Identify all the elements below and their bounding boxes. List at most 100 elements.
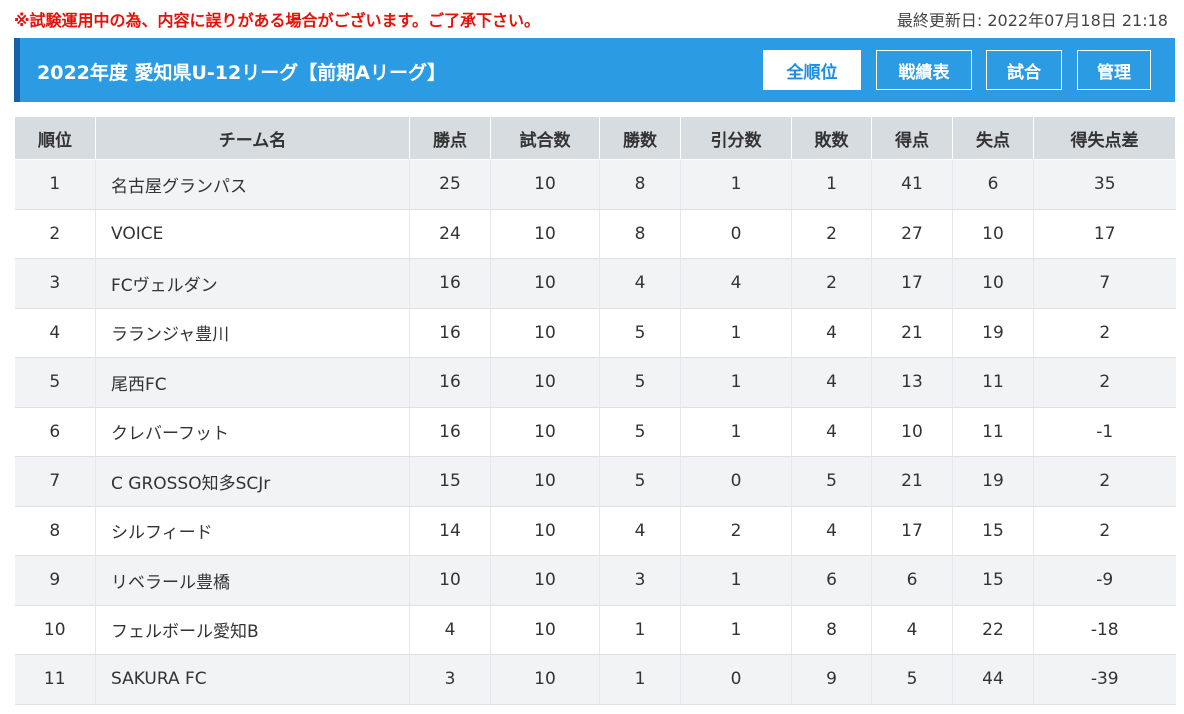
cell-points: 24 bbox=[409, 209, 491, 259]
cell-goal-difference: 17 bbox=[1033, 209, 1176, 259]
cell-played: 10 bbox=[490, 407, 600, 457]
cell-points: 16 bbox=[409, 258, 491, 309]
cell-draws: 1 bbox=[680, 407, 792, 457]
table-row: 2 VOICE 24 10 8 0 2 27 10 17 bbox=[14, 209, 1176, 259]
cell-team[interactable]: シルフィード bbox=[95, 506, 410, 556]
cell-goal-difference: 7 bbox=[1033, 258, 1176, 309]
cell-rank: 9 bbox=[14, 555, 96, 606]
cell-wins: 4 bbox=[599, 506, 681, 556]
nav-ranking-button[interactable]: 全順位 bbox=[763, 50, 861, 90]
cell-goals-against: 19 bbox=[952, 456, 1034, 507]
table-row: 10 フェルボール愛知B 4 10 1 1 8 4 22 -18 bbox=[14, 605, 1176, 655]
cell-rank: 4 bbox=[14, 308, 96, 358]
cell-points: 16 bbox=[409, 407, 491, 457]
cell-goal-difference: 2 bbox=[1033, 456, 1176, 507]
cell-points: 16 bbox=[409, 357, 491, 408]
cell-goals-against: 10 bbox=[952, 258, 1034, 309]
cell-goals-for: 5 bbox=[871, 654, 953, 705]
cell-team[interactable]: クレバーフット bbox=[95, 407, 410, 457]
nav-results-button[interactable]: 戦績表 bbox=[876, 50, 972, 90]
cell-wins: 8 bbox=[599, 209, 681, 259]
cell-goal-difference: 2 bbox=[1033, 506, 1176, 556]
cell-points: 16 bbox=[409, 308, 491, 358]
cell-team[interactable]: 名古屋グランパス bbox=[95, 159, 410, 210]
cell-goals-against: 11 bbox=[952, 357, 1034, 408]
header-wins: 勝数 bbox=[599, 116, 681, 160]
table-row: 6 クレバーフット 16 10 5 1 4 10 11 -1 bbox=[14, 407, 1176, 457]
cell-goals-against: 19 bbox=[952, 308, 1034, 358]
table-row: 4 ラランジャ豊川 16 10 5 1 4 21 19 2 bbox=[14, 308, 1176, 358]
cell-played: 10 bbox=[490, 555, 600, 606]
cell-goals-against: 15 bbox=[952, 506, 1034, 556]
trial-notice: ※試験運用中の為、内容に誤りがある場合がございます。ご了承下さい。 bbox=[14, 11, 540, 30]
cell-goals-for: 21 bbox=[871, 308, 953, 358]
cell-wins: 3 bbox=[599, 555, 681, 606]
cell-rank: 10 bbox=[14, 605, 96, 655]
cell-goals-against: 44 bbox=[952, 654, 1034, 705]
cell-played: 10 bbox=[490, 456, 600, 507]
last-updated: 最終更新日: 2022年07月18日 21:18 bbox=[896, 11, 1168, 30]
cell-team[interactable]: C GROSSO知多SCJr bbox=[95, 456, 410, 507]
table-row: 7 C GROSSO知多SCJr 15 10 5 0 5 21 19 2 bbox=[14, 456, 1176, 507]
table-row: 11 SAKURA FC 3 10 1 0 9 5 44 -39 bbox=[14, 654, 1176, 705]
cell-draws: 1 bbox=[680, 308, 792, 358]
header-losses: 敗数 bbox=[791, 116, 872, 160]
cell-goals-against: 11 bbox=[952, 407, 1034, 457]
cell-wins: 8 bbox=[599, 159, 681, 210]
cell-wins: 1 bbox=[599, 605, 681, 655]
cell-team[interactable]: リベラール豊橋 bbox=[95, 555, 410, 606]
cell-losses: 4 bbox=[791, 308, 872, 358]
cell-losses: 2 bbox=[791, 209, 872, 259]
cell-goals-for: 10 bbox=[871, 407, 953, 457]
cell-draws: 4 bbox=[680, 258, 792, 309]
cell-team[interactable]: SAKURA FC bbox=[95, 654, 410, 705]
cell-played: 10 bbox=[490, 357, 600, 408]
cell-draws: 0 bbox=[680, 209, 792, 259]
cell-losses: 6 bbox=[791, 555, 872, 606]
cell-goal-difference: 2 bbox=[1033, 308, 1176, 358]
league-title: 2022年度 愛知県U-12リーグ【前期Aリーグ】 bbox=[37, 62, 446, 84]
cell-team[interactable]: VOICE bbox=[95, 209, 410, 259]
table-row: 9 リベラール豊橋 10 10 3 1 6 6 15 -9 bbox=[14, 555, 1176, 606]
header-goals-for: 得点 bbox=[871, 116, 953, 160]
cell-team[interactable]: 尾西FC bbox=[95, 357, 410, 408]
nav-matches-button[interactable]: 試合 bbox=[986, 50, 1062, 90]
cell-goals-for: 21 bbox=[871, 456, 953, 507]
cell-played: 10 bbox=[490, 654, 600, 705]
header-rank: 順位 bbox=[14, 116, 96, 160]
cell-rank: 8 bbox=[14, 506, 96, 556]
cell-goals-against: 6 bbox=[952, 159, 1034, 210]
cell-played: 10 bbox=[490, 209, 600, 259]
cell-draws: 1 bbox=[680, 605, 792, 655]
cell-goals-against: 10 bbox=[952, 209, 1034, 259]
cell-team[interactable]: FCヴェルダン bbox=[95, 258, 410, 309]
cell-rank: 7 bbox=[14, 456, 96, 507]
cell-draws: 1 bbox=[680, 159, 792, 210]
cell-rank: 2 bbox=[14, 209, 96, 259]
cell-goals-against: 15 bbox=[952, 555, 1034, 606]
top-bar: ※試験運用中の為、内容に誤りがある場合がございます。ご了承下さい。 最終更新日:… bbox=[0, 0, 1184, 36]
cell-losses: 5 bbox=[791, 456, 872, 507]
cell-wins: 1 bbox=[599, 654, 681, 705]
cell-points: 15 bbox=[409, 456, 491, 507]
cell-team[interactable]: ラランジャ豊川 bbox=[95, 308, 410, 358]
header-team: チーム名 bbox=[95, 116, 410, 160]
cell-rank: 3 bbox=[14, 258, 96, 309]
cell-losses: 1 bbox=[791, 159, 872, 210]
cell-goal-difference: -39 bbox=[1033, 654, 1176, 705]
cell-played: 10 bbox=[490, 506, 600, 556]
cell-goals-for: 17 bbox=[871, 258, 953, 309]
cell-goals-for: 6 bbox=[871, 555, 953, 606]
nav-admin-button[interactable]: 管理 bbox=[1077, 50, 1151, 90]
cell-wins: 5 bbox=[599, 308, 681, 358]
cell-points: 3 bbox=[409, 654, 491, 705]
cell-points: 25 bbox=[409, 159, 491, 210]
header-points: 勝点 bbox=[409, 116, 491, 160]
cell-played: 10 bbox=[490, 605, 600, 655]
cell-goal-difference: 2 bbox=[1033, 357, 1176, 408]
cell-rank: 6 bbox=[14, 407, 96, 457]
header-draws: 引分数 bbox=[680, 116, 792, 160]
cell-wins: 5 bbox=[599, 407, 681, 457]
cell-goals-for: 17 bbox=[871, 506, 953, 556]
cell-team[interactable]: フェルボール愛知B bbox=[95, 605, 410, 655]
